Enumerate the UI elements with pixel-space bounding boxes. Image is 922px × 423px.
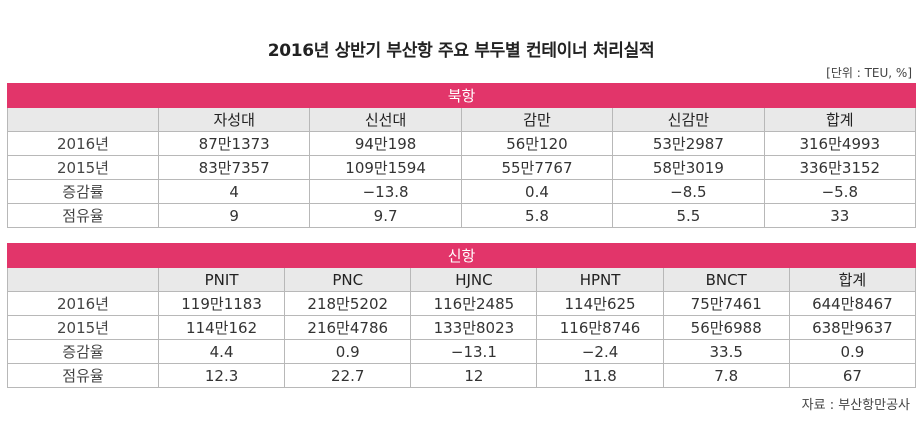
- row-label: 2016년: [7, 131, 159, 156]
- row-label: 점유율: [7, 363, 159, 388]
- section-header-row: 북항: [7, 83, 916, 108]
- table-cell: 5.8: [460, 203, 614, 228]
- north-port-table: 북항 자성대 신선대 감만 신감만 합계 2016년 87만1373 94만19…: [7, 83, 917, 228]
- column-header: HJNC: [410, 267, 538, 292]
- table-cell: 116만2485: [410, 291, 538, 316]
- table-cell: 0.4: [460, 179, 614, 204]
- column-header: HPNT: [536, 267, 664, 292]
- table-cell: 12.3: [157, 363, 286, 388]
- table-cell: 58만3019: [612, 155, 765, 180]
- table-cell: 22.7: [284, 363, 412, 388]
- table-cell: 216만4786: [284, 315, 412, 340]
- column-header-row: PNIT PNC HJNC HPNT BNCT 합계: [7, 267, 917, 292]
- column-header: [7, 107, 159, 132]
- table-cell: 56만120: [460, 131, 614, 156]
- unit-note: [단위 : TEU, %]: [826, 66, 912, 80]
- table-cell: −2.4: [536, 339, 664, 364]
- table-cell: 114만625: [536, 291, 664, 316]
- source-note: 자료 : 부산항만공사: [801, 398, 910, 413]
- table-cell: 55만7767: [460, 155, 614, 180]
- table-cell: 56만6988: [662, 315, 790, 340]
- table-cell: 53만2987: [612, 131, 765, 156]
- column-header: 합계: [763, 107, 917, 132]
- table-row: 2016년 119만1183 218만5202 116만2485 114만625…: [7, 291, 917, 316]
- section-header-row: 신항: [7, 243, 916, 268]
- table-row: 점유율 9 9.7 5.8 5.5 33: [7, 203, 917, 228]
- table-cell: 4.4: [157, 339, 286, 364]
- table-cell: 7.8: [662, 363, 790, 388]
- row-label: 점유율: [7, 203, 159, 228]
- column-header: 신감만: [612, 107, 765, 132]
- table-cell: −8.5: [612, 179, 765, 204]
- table-cell: 33: [763, 203, 917, 228]
- table-cell: 9: [157, 203, 311, 228]
- table-cell: 316만4993: [763, 131, 917, 156]
- column-header: 자성대: [157, 107, 311, 132]
- row-label: 2015년: [7, 315, 159, 340]
- table-row: 증감율 4.4 0.9 −13.1 −2.4 33.5 0.9: [7, 339, 917, 364]
- row-label: 증감율: [7, 339, 159, 364]
- table-cell: 67: [788, 363, 917, 388]
- column-header: [7, 267, 159, 292]
- table-cell: 109만1594: [309, 155, 462, 180]
- table-cell: 5.5: [612, 203, 765, 228]
- column-header: 신선대: [309, 107, 462, 132]
- column-header-row: 자성대 신선대 감만 신감만 합계: [7, 107, 917, 132]
- section-title: 신항: [7, 243, 916, 268]
- page-title: 2016년 상반기 부산항 주요 부두별 컨테이너 처리실적: [267, 41, 655, 61]
- table-cell: 4: [157, 179, 311, 204]
- table-cell: 11.8: [536, 363, 664, 388]
- column-header: 감만: [460, 107, 614, 132]
- table-cell: 116만8746: [536, 315, 664, 340]
- table-row: 2015년 114만162 216만4786 133만8023 116만8746…: [7, 315, 917, 340]
- column-header: PNC: [284, 267, 412, 292]
- table-cell: 94만198: [309, 131, 462, 156]
- section-title: 북항: [7, 83, 916, 108]
- table-cell: 0.9: [788, 339, 917, 364]
- column-header: PNIT: [157, 267, 286, 292]
- row-label: 2016년: [7, 291, 159, 316]
- table-row: 점유율 12.3 22.7 12 11.8 7.8 67: [7, 363, 917, 388]
- table-row: 증감률 4 −13.8 0.4 −8.5 −5.8: [7, 179, 917, 204]
- table-cell: 0.9: [284, 339, 412, 364]
- column-header: 합계: [788, 267, 917, 292]
- table-cell: 119만1183: [157, 291, 286, 316]
- table-cell: 33.5: [662, 339, 790, 364]
- table-cell: 12: [410, 363, 538, 388]
- table-cell: −13.1: [410, 339, 538, 364]
- table-cell: 87만1373: [157, 131, 311, 156]
- table-cell: 336만3152: [763, 155, 917, 180]
- table-row: 2015년 83만7357 109만1594 55만7767 58만3019 3…: [7, 155, 917, 180]
- row-label: 2015년: [7, 155, 159, 180]
- row-label: 증감률: [7, 179, 159, 204]
- table-cell: 133만8023: [410, 315, 538, 340]
- table-cell: −5.8: [763, 179, 917, 204]
- table-cell: 114만162: [157, 315, 286, 340]
- table-cell: −13.8: [309, 179, 462, 204]
- table-cell: 83만7357: [157, 155, 311, 180]
- column-header: BNCT: [662, 267, 790, 292]
- table-cell: 9.7: [309, 203, 462, 228]
- table-cell: 644만8467: [788, 291, 917, 316]
- table-cell: 218만5202: [284, 291, 412, 316]
- table-row: 2016년 87만1373 94만198 56만120 53만2987 316만…: [7, 131, 917, 156]
- table-cell: 638만9637: [788, 315, 917, 340]
- table-cell: 75만7461: [662, 291, 790, 316]
- new-port-table: 신항 PNIT PNC HJNC HPNT BNCT 합계 2016년 119만…: [7, 243, 917, 388]
